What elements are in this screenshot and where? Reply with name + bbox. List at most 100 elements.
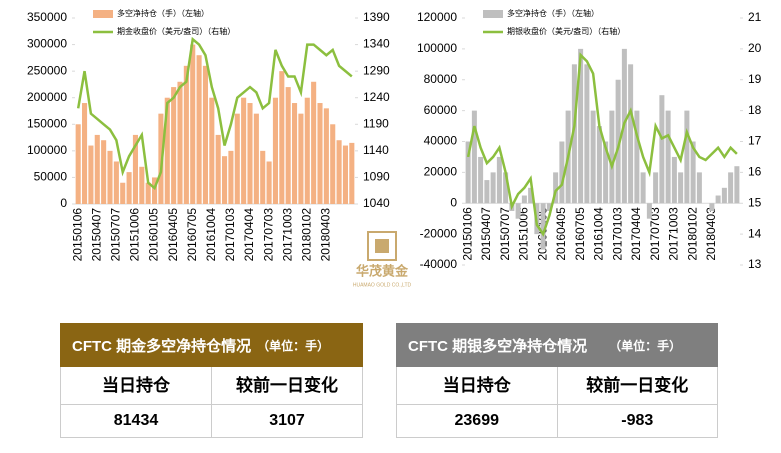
bar [521,195,527,204]
bar [132,134,138,204]
bar [88,145,94,204]
value-row: 81434 3107 [60,405,363,438]
bar [101,140,107,204]
gold-table: CFTC 期金多空净持仓情况 （单位：手） 当日持仓 较前一日变化 81434 310… [60,323,363,438]
bar [215,134,221,204]
header-cell: 较前一日变化 [211,367,362,404]
legend-label: 期金收盘价（美元/盎司）（右轴） [117,26,235,36]
bar [540,203,546,250]
bar [317,103,323,204]
bar [546,203,552,211]
bar [349,142,355,204]
bar [496,156,502,204]
y-tick-label: 120000 [417,10,457,24]
header-cell: 当日持仓 [102,376,170,395]
x-tick-label: 20150707 [109,208,123,262]
bar [503,172,509,204]
bar [684,110,690,204]
y-tick-label: 0 [450,195,457,209]
silver-table: CFTC 期银多空净持仓情况 （单位：手） 当日持仓 较前一日变化 23699 -98… [396,323,718,438]
bar [678,172,684,204]
bar [609,110,615,204]
y-tick-label: 150000 [27,116,67,130]
bar [234,113,240,204]
y-tick-label: 0 [60,196,67,210]
x-tick-label: 20150707 [498,207,512,261]
bar [126,172,132,204]
bar [715,195,721,204]
logo-name: 华茂黄金 [356,263,409,278]
legend-swatch [93,10,113,18]
y2-tick-label: 1190 [363,116,389,130]
y-tick-label: 100000 [27,143,67,157]
bar [279,71,285,205]
bar [228,150,234,204]
bar [634,110,640,204]
y-tick-label: -20000 [420,226,458,240]
x-tick-label: 20161004 [592,207,606,261]
bar [152,177,158,204]
bar [113,161,119,204]
bar [471,110,477,204]
bar [209,97,215,204]
y2-tick-label: 1290 [363,63,390,77]
bar [311,81,317,204]
bar [75,124,81,204]
x-tick-label: 20170703 [648,207,662,261]
y-tick-label: 50000 [34,170,68,184]
bar [183,65,189,204]
bar [646,203,652,219]
y2-tick-label: 1340 [363,37,390,51]
x-tick-label: 20171003 [667,207,681,261]
bar [171,87,177,204]
y2-tick-label: 20 [748,41,762,55]
x-tick-label: 20151006 [517,207,531,261]
x-tick-label: 20160705 [573,207,587,261]
bar [728,172,734,204]
table-unit: （单位：手） [257,338,330,353]
y2-tick-label: 1140 [363,143,389,157]
x-tick-label: 20170103 [223,208,237,262]
bar [253,113,259,204]
bar [196,55,202,205]
x-tick-label: 20171003 [280,208,294,262]
bar [696,172,702,204]
chart: 0 50000 100000 150000 200000 250000 300000 3500… [27,8,390,261]
y-tick-label: 100000 [417,41,457,55]
bar [107,150,113,204]
x-tick-label: 20170103 [610,207,624,261]
header-cell: 较前一日变化 [556,367,718,404]
bar [304,97,310,204]
bar [342,145,348,204]
y-tick-label: 250000 [27,63,67,77]
bar [260,150,266,204]
bar [94,134,100,204]
bar [615,79,621,204]
x-tick-label: 20150106 [70,208,84,262]
x-tick-label: 20150106 [460,207,474,261]
y2-tick-label: 1390 [363,10,390,24]
y-tick-label: 300000 [27,37,67,51]
x-tick-label: 20170703 [261,208,275,262]
bar [690,141,696,204]
line [466,52,738,237]
x-tick-label: 20160405 [554,207,568,261]
y2-tick-label: 16 [748,165,762,179]
bar [190,44,196,205]
y2-tick-label: 15 [748,195,762,209]
x-tick-label: 20180102 [685,207,699,261]
header-row: 当日持仓 较前一日变化 [396,367,718,405]
bar [559,141,565,204]
bar [222,156,228,204]
bar [177,81,183,204]
y-tick-label: 40000 [424,134,458,148]
table-unit: （单位：手） [609,338,682,353]
bar [484,180,490,204]
value-cell: 81434 [113,412,159,429]
y-tick-label: 20000 [424,165,458,179]
x-tick-label: 20151006 [128,208,142,262]
y2-tick-label: 17 [748,134,762,148]
bar [528,187,534,204]
logo-icon [367,231,397,261]
